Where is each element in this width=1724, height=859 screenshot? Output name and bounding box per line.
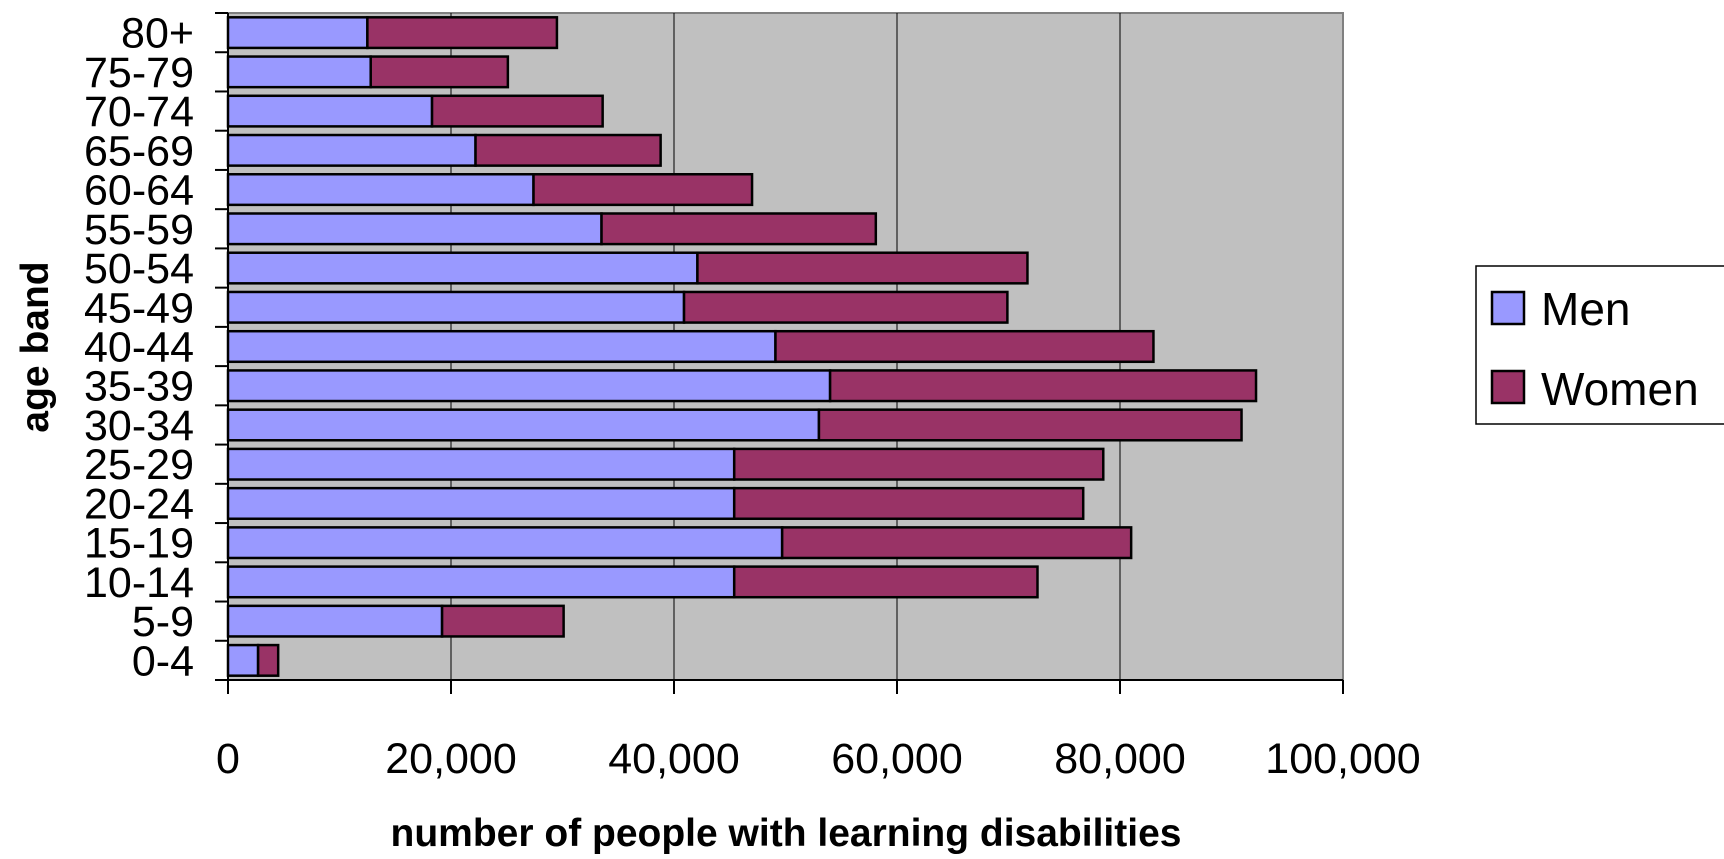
legend-swatch-men xyxy=(1490,290,1526,326)
y-tick-label: 5-9 xyxy=(132,598,194,646)
bar-men-10-14 xyxy=(226,565,736,599)
y-tick-label: 65-69 xyxy=(84,127,194,175)
bar-women-10-14 xyxy=(732,565,1039,599)
y-axis: 0-45-910-1415-1920-2425-2930-3435-3940-4… xyxy=(84,10,229,685)
bar-women-45-49 xyxy=(682,290,1009,324)
bar-men-55-59 xyxy=(226,212,603,246)
bar-women-55-59 xyxy=(600,212,878,246)
bar-men-15-19 xyxy=(226,526,784,560)
bar-men-75-79 xyxy=(226,55,372,89)
bar-women-60-64 xyxy=(532,173,754,207)
bars xyxy=(226,16,1258,677)
bar-women-15-19 xyxy=(780,526,1133,560)
bar-women-5-9 xyxy=(440,604,565,638)
y-tick-label: 30-34 xyxy=(84,402,194,450)
bar-men-65-69 xyxy=(226,133,477,167)
y-tick-label: 25-29 xyxy=(84,441,194,489)
bar-men-0-4 xyxy=(226,643,260,677)
bar-men-70-74 xyxy=(226,94,434,128)
bar-women-0-4 xyxy=(256,643,280,677)
bar-women-20-24 xyxy=(732,486,1085,520)
y-tick-label: 20-24 xyxy=(84,480,194,528)
y-tick-label: 75-79 xyxy=(84,49,194,97)
x-tick-label: 60,000 xyxy=(831,735,963,783)
x-tick-label: 100,000 xyxy=(1265,735,1420,783)
legend: Men Women xyxy=(1475,265,1724,425)
y-axis-title: age band xyxy=(14,261,57,432)
bar-men-50-54 xyxy=(226,251,699,285)
y-tick-label: 70-74 xyxy=(84,88,194,136)
bar-men-60-64 xyxy=(226,173,535,207)
bar-women-65-69 xyxy=(474,133,662,167)
bar-men-80+ xyxy=(226,16,369,50)
y-tick-label: 35-39 xyxy=(84,363,194,411)
bar-men-20-24 xyxy=(226,486,736,520)
y-tick-label: 45-49 xyxy=(84,284,194,332)
bar-women-75-79 xyxy=(369,55,510,89)
x-tick-label: 20,000 xyxy=(385,735,517,783)
bar-women-50-54 xyxy=(696,251,1029,285)
bar-women-30-34 xyxy=(817,408,1243,442)
y-tick-label: 0-4 xyxy=(132,637,194,685)
y-tick-label: 15-19 xyxy=(84,520,194,568)
bar-men-45-49 xyxy=(226,290,686,324)
x-tick-label: 80,000 xyxy=(1054,735,1186,783)
y-tick-label: 50-54 xyxy=(84,245,194,293)
y-tick-label: 60-64 xyxy=(84,167,194,215)
bar-women-25-29 xyxy=(732,447,1105,481)
bar-women-35-39 xyxy=(828,369,1258,403)
legend-label-women: Women xyxy=(1541,363,1699,415)
y-tick-label: 55-59 xyxy=(84,206,194,254)
bar-men-35-39 xyxy=(226,369,832,403)
y-tick-label: 80+ xyxy=(121,10,194,58)
x-axis-title: number of people with learning disabilit… xyxy=(391,812,1182,855)
x-tick-label: 0 xyxy=(216,735,240,783)
bar-men-30-34 xyxy=(226,408,821,442)
legend-label-men: Men xyxy=(1541,283,1630,335)
x-tick-label: 40,000 xyxy=(608,735,740,783)
bar-women-40-44 xyxy=(774,329,1155,364)
bar-women-70-74 xyxy=(430,94,604,128)
legend-swatch-women xyxy=(1490,369,1526,405)
y-tick-label: 10-14 xyxy=(84,559,194,607)
x-axis: 0 20,000 40,000 60,000 80,000 100,000 xyxy=(216,679,1421,783)
bar-men-5-9 xyxy=(226,604,444,638)
bar-women-80+ xyxy=(366,16,559,50)
bar-men-40-44 xyxy=(226,329,777,364)
bar-men-25-29 xyxy=(226,447,736,481)
y-tick-label: 40-44 xyxy=(84,324,194,372)
